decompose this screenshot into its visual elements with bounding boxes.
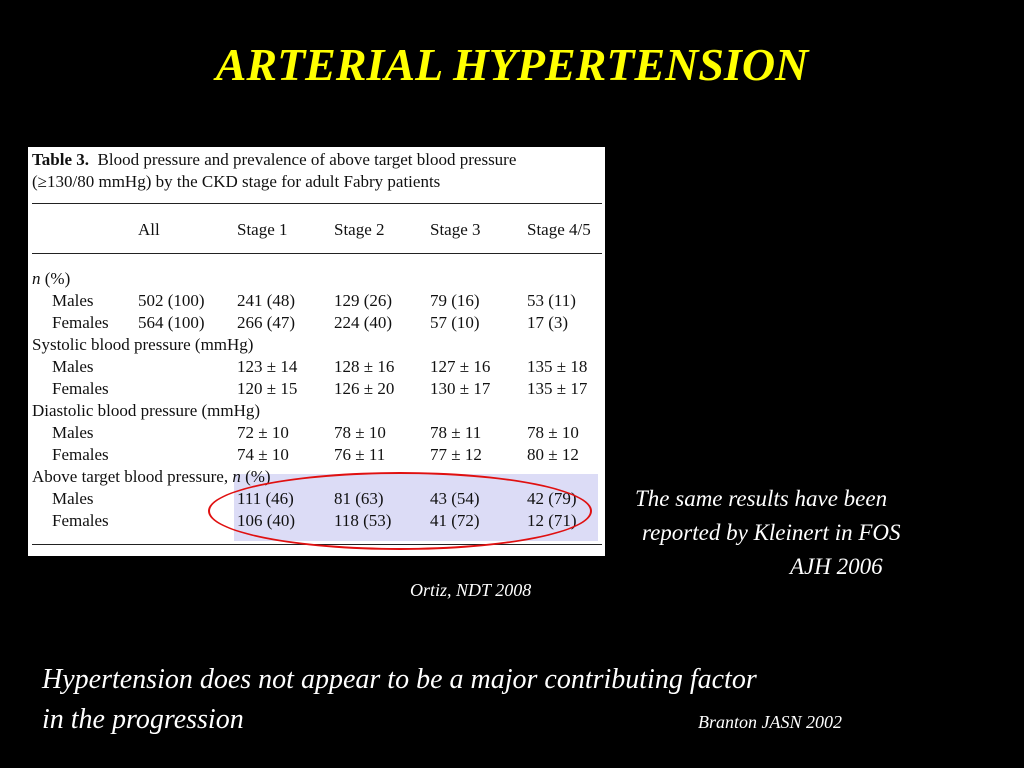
table-cell: 135 ± 17: [527, 379, 588, 398]
table-cell: 78 ± 10: [527, 423, 579, 442]
side-note-line2: reported by Kleinert in FOS: [642, 520, 901, 545]
table-cell: 78 ± 10: [334, 423, 386, 442]
table-label: Table 3.: [32, 150, 90, 169]
section-label: Systolic blood pressure (mmHg): [32, 335, 254, 354]
row-label: Females: [52, 511, 109, 530]
table-caption: Table 3. Blood pressure and prevalence o…: [32, 149, 602, 193]
table-caption-line1: Blood pressure and prevalence of above t…: [97, 150, 517, 169]
table-cell: 80 ± 12: [527, 445, 579, 464]
table-cell: 123 ± 14: [237, 357, 298, 376]
section-label: Above target blood pressure, n (%): [32, 467, 271, 486]
table-cell: 502 (100): [138, 291, 205, 310]
table-cell: 76 ± 11: [334, 445, 386, 464]
red-ellipse-annotation: [208, 472, 592, 550]
conclusion-text: Hypertension does not appear to be a maj…: [42, 660, 757, 735]
row-label: Females: [52, 313, 109, 332]
table-cell: 127 ± 16: [430, 357, 491, 376]
source-citation: Ortiz, NDT 2008: [410, 580, 532, 600]
column-header: Stage 4/5: [527, 220, 591, 239]
table-cell: 74 ± 10: [237, 445, 289, 464]
table-cell: 79 (16): [430, 291, 480, 310]
table-cell: 120 ± 15: [237, 379, 298, 398]
conclusion-line1: Hypertension does not appear to be a maj…: [42, 664, 757, 695]
row-label: Males: [52, 489, 94, 508]
table-cell: 128 ± 16: [334, 357, 395, 376]
table-cell: 564 (100): [138, 313, 205, 332]
row-label: Females: [52, 445, 109, 464]
column-header: Stage 3: [430, 220, 481, 239]
table-cell: 53 (11): [527, 291, 576, 310]
column-header: All: [138, 220, 160, 239]
section-label: Diastolic blood pressure (mmHg): [32, 401, 261, 420]
table-header-rule: [32, 253, 602, 254]
table-cell: 224 (40): [334, 313, 393, 332]
table-caption-line2: (≥130/80 mmHg) by the CKD stage for adul…: [32, 172, 441, 191]
table-cell: 266 (47): [237, 313, 296, 332]
column-header: Stage 1: [237, 220, 288, 239]
row-label: Males: [52, 423, 94, 442]
table-top-rule: [32, 203, 602, 204]
row-label: Females: [52, 379, 109, 398]
side-note-line3: AJH 2006: [790, 554, 883, 579]
slide-title: ARTERIAL HYPERTENSION: [215, 39, 809, 90]
table-cell: 57 (10): [430, 313, 480, 332]
table-cell: 72 ± 10: [237, 423, 289, 442]
column-header: Stage 2: [334, 220, 385, 239]
table-cell: 135 ± 18: [527, 357, 588, 376]
table-cell: 17 (3): [527, 313, 569, 332]
row-label: Males: [52, 291, 94, 310]
table-cell: 241 (48): [237, 291, 296, 310]
table-cell: 78 ± 11: [430, 423, 482, 442]
table-cell: 126 ± 20: [334, 379, 395, 398]
row-label: Males: [52, 357, 94, 376]
side-note-line1: The same results have been: [635, 486, 888, 511]
table-cell: 130 ± 17: [430, 379, 491, 398]
conclusion-citation: Branton JASN 2002: [698, 712, 842, 732]
table-cell: 77 ± 12: [430, 445, 482, 464]
table-cell: 129 (26): [334, 291, 393, 310]
section-label: n (%): [32, 269, 71, 288]
conclusion-line2: in the progression: [42, 704, 244, 735]
